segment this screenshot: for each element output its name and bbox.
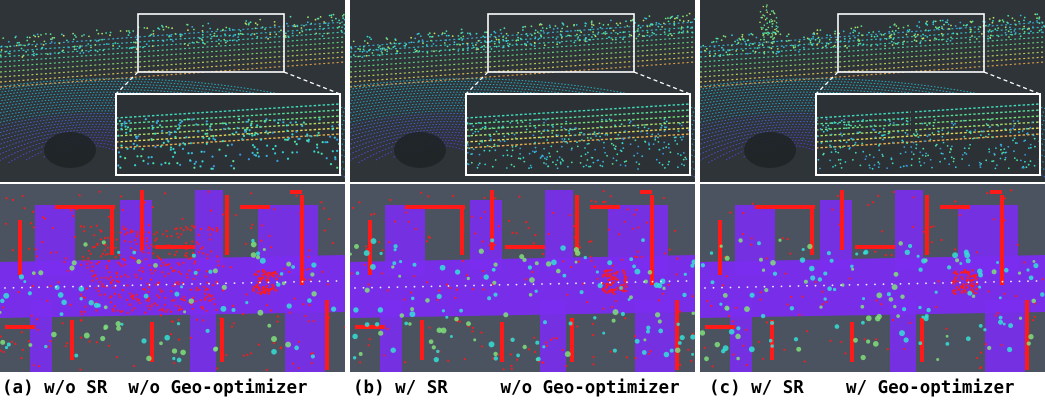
zoom-source-box [487,13,635,73]
caption-a: (a) w/o SR w/o Geo-optimizer [2,378,308,398]
point-cloud-render [350,0,695,372]
zoom-inset [116,94,340,175]
panel-c-sr-geo [700,0,1045,372]
point-cloud-render [0,0,345,372]
panel-b-sr-no-geo [350,0,695,372]
caption-c: (c) w/ SR w/ Geo-optimizer [709,378,1015,398]
panel-a-no-sr-no-geo [0,0,345,372]
point-cloud-render [700,0,1045,372]
zoom-source-box [837,13,985,73]
caption-b: (b) w/ SR w/o Geo-optimizer [353,378,680,398]
zoom-source-box [137,13,285,73]
